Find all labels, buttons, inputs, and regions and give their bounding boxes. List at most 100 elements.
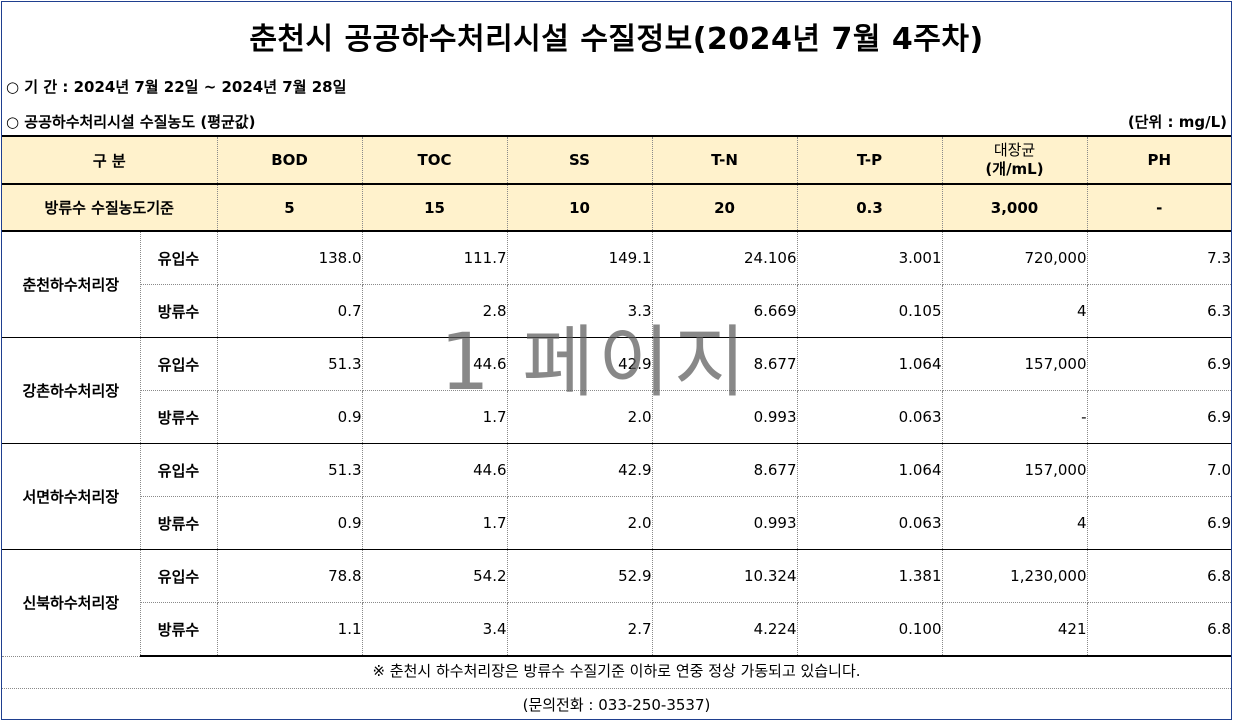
water-quality-table: 구 분 BOD TOC SS T-N T-P 대장균 (개/mL) PH 방류수… xyxy=(2,135,1232,657)
value-ph: 6.9 xyxy=(1086,390,1232,444)
value-tn: 4.224 xyxy=(651,602,798,657)
value-tn: 10.324 xyxy=(651,549,798,603)
value-bod: 51.3 xyxy=(216,443,363,497)
plant-name: 서면하수처리장 xyxy=(2,443,141,550)
value-bod: 1.1 xyxy=(216,602,363,657)
value-coliform: 4 xyxy=(941,284,1088,338)
standard-tp: 0.3 xyxy=(796,183,943,232)
value-toc: 1.7 xyxy=(361,390,508,444)
value-ss: 2.0 xyxy=(506,496,653,550)
value-bod: 78.8 xyxy=(216,549,363,603)
water-kind: 유입수 xyxy=(139,443,218,497)
value-toc: 44.6 xyxy=(361,443,508,497)
value-ph: 6.8 xyxy=(1086,602,1232,657)
standard-ss: 10 xyxy=(506,183,653,232)
header-coliform: 대장균 (개/mL) xyxy=(941,135,1088,185)
water-kind: 방류수 xyxy=(140,390,218,444)
standard-bod: 5 xyxy=(216,183,363,232)
value-ss: 2.0 xyxy=(506,390,653,444)
value-toc: 111.7 xyxy=(361,230,508,285)
table-row: 방류수 1.1 3.4 2.7 4.224 0.100 421 6.8 xyxy=(2,602,1232,657)
value-bod: 0.9 xyxy=(216,496,363,550)
plant-name: 강촌하수처리장 xyxy=(2,337,141,444)
value-ss: 149.1 xyxy=(506,230,653,285)
table-row: 방류수 0.9 1.7 2.0 0.993 0.063 4 6.9 xyxy=(2,496,1232,550)
value-tn: 24.106 xyxy=(651,230,798,285)
value-tn: 8.677 xyxy=(651,443,798,497)
unit-label: (단위 : mg/L) xyxy=(1127,113,1227,131)
header-tp: T-P xyxy=(796,135,943,185)
standard-row: 방류수 수질농도기준 5 15 10 20 0.3 3,000 - xyxy=(2,183,1232,232)
value-ph: 7.3 xyxy=(1086,230,1232,285)
value-tp: 0.100 xyxy=(796,602,943,657)
header-coliform-line1: 대장균 xyxy=(993,141,1036,159)
header-tn: T-N xyxy=(651,135,798,185)
footer-note: ※ 춘천시 하수처리장은 방류수 수질기준 이하로 연중 정상 가동되고 있습니… xyxy=(372,662,861,680)
value-tn: 8.677 xyxy=(651,337,798,391)
table-row: 춘천하수처리장 유입수 138.0 111.7 149.1 24.106 3.001 720,… xyxy=(2,230,1232,338)
header-coliform-line2: (개/mL) xyxy=(985,160,1044,178)
standard-toc: 15 xyxy=(361,183,508,232)
value-ph: 6.3 xyxy=(1086,284,1232,338)
water-kind: 유입수 xyxy=(139,549,218,603)
table-row: 방류수 0.7 2.8 3.3 6.669 0.105 4 6.3 xyxy=(2,284,1232,338)
value-coliform: 157,000 xyxy=(941,443,1088,497)
value-ph: 6.8 xyxy=(1086,549,1232,603)
water-kind: 유입수 xyxy=(139,337,218,391)
value-coliform: 4 xyxy=(941,496,1088,550)
standard-coliform: 3,000 xyxy=(941,183,1088,232)
value-bod: 0.7 xyxy=(216,284,363,338)
value-coliform: 157,000 xyxy=(941,337,1088,391)
table-row: 신북하수처리장 유입수 78.8 54.2 52.9 10.324 1.381 1,230,0… xyxy=(2,549,1232,657)
header-category: 구 분 xyxy=(2,135,218,185)
value-coliform: 421 xyxy=(941,602,1088,657)
value-coliform: - xyxy=(941,390,1088,444)
table-row: 방류수 0.9 1.7 2.0 0.993 0.063-6.9 xyxy=(2,390,1232,444)
page-title: 춘천시 공공하수처리시설 수질정보(2024년 7월 4주차) xyxy=(249,22,984,57)
section-subtitle: ○ 공공하수처리시설 수질농도 (평균값) xyxy=(6,113,256,131)
value-bod: 138.0 xyxy=(216,230,363,285)
standard-ph: - xyxy=(1086,183,1232,232)
plant-name: 춘천하수처리장 xyxy=(2,230,141,338)
value-ss: 42.9 xyxy=(506,337,653,391)
standard-label: 방류수 수질농도기준 xyxy=(2,183,218,232)
value-ph: 6.9 xyxy=(1086,496,1232,550)
value-ph: 6.9 xyxy=(1086,337,1232,391)
value-toc: 1.7 xyxy=(361,496,508,550)
value-tp: 0.063 xyxy=(796,496,943,550)
value-tn: 0.993 xyxy=(651,390,798,444)
value-tp: 3.001 xyxy=(796,230,943,285)
header-row: 구 분 BOD TOC SS T-N T-P 대장균 (개/mL) PH xyxy=(2,135,1232,185)
value-toc: 2.8 xyxy=(361,284,508,338)
value-toc: 54.2 xyxy=(361,549,508,603)
table-row: 서면하수처리장 유입수 51.3 44.6 42.9 8.677 1.064 157,000 7… xyxy=(2,443,1232,550)
value-bod: 0.9 xyxy=(216,390,363,444)
period-text: ○ 기 간 : 2024년 7월 22일 ~ 2024년 7월 28일 xyxy=(6,78,347,96)
water-kind: 유입수 xyxy=(139,230,218,285)
plant-name: 신북하수처리장 xyxy=(2,549,141,657)
header-bod: BOD xyxy=(216,135,363,185)
table-row: 강촌하수처리장 유입수 51.3 44.6 42.9 8.677 1.064 157,000 6… xyxy=(2,337,1232,444)
footer-divider xyxy=(2,688,1231,689)
value-ss: 2.7 xyxy=(506,602,653,657)
value-tn: 6.669 xyxy=(651,284,798,338)
header-ss: SS xyxy=(506,135,653,185)
value-ph: 7.0 xyxy=(1086,443,1232,497)
value-ss: 52.9 xyxy=(506,549,653,603)
water-kind: 방류수 xyxy=(140,602,218,657)
value-ss: 3.3 xyxy=(506,284,653,338)
header-toc: TOC xyxy=(361,135,508,185)
value-tp: 0.105 xyxy=(796,284,943,338)
value-coliform: 720,000 xyxy=(941,230,1088,285)
contact-phone: (문의전화 : 033-250-3537) xyxy=(522,696,711,714)
value-tp: 1.064 xyxy=(796,443,943,497)
water-kind: 방류수 xyxy=(140,496,218,550)
value-tn: 0.993 xyxy=(651,496,798,550)
value-tp: 1.381 xyxy=(796,549,943,603)
value-toc: 3.4 xyxy=(361,602,508,657)
standard-tn: 20 xyxy=(651,183,798,232)
water-kind: 방류수 xyxy=(140,284,218,338)
value-toc: 44.6 xyxy=(361,337,508,391)
value-bod: 51.3 xyxy=(216,337,363,391)
